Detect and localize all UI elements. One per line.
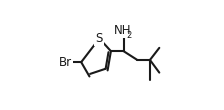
Text: S: S [96,32,103,45]
Text: 2: 2 [127,31,132,40]
Text: NH: NH [114,24,131,37]
Text: Br: Br [59,56,72,69]
